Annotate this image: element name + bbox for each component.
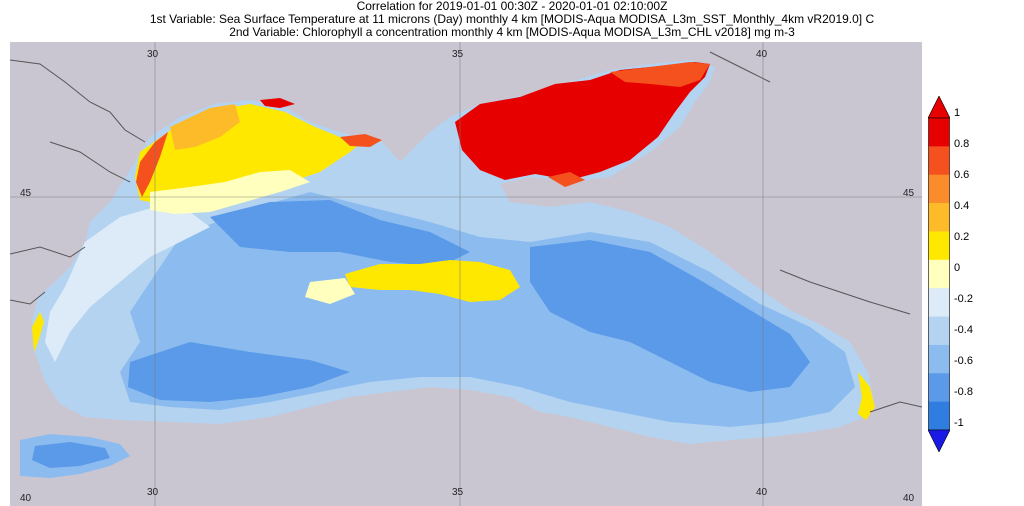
colorbar-label: 0.2 (954, 231, 970, 243)
basin-strong-blue-south (128, 342, 350, 402)
central-pale-patch (305, 278, 355, 304)
lon-tick-bottom-35: 35 (452, 487, 464, 498)
colorbar-segment (928, 344, 950, 374)
colorbar-label: 0.4 (954, 200, 970, 212)
colorbar-segment (928, 231, 950, 261)
central-yellow-patch (345, 260, 520, 302)
colorbar-segment (928, 174, 950, 204)
basin-light-west-band (45, 207, 210, 362)
lon-tick-top-40: 40 (756, 49, 768, 60)
colorbar-label: -0.4 (954, 324, 973, 336)
colorbar-label: -0.6 (954, 355, 973, 367)
title-main: Correlation for 2019-01-01 00:30Z - 2020… (356, 0, 668, 13)
colorbar (928, 96, 950, 452)
colorbar-segment (928, 146, 950, 176)
colorbar-label: 0.6 (954, 169, 970, 181)
colorbar-segment (928, 316, 950, 346)
azov-sea (455, 62, 710, 180)
border-romania (49, 141, 131, 183)
title-variable-1: 1st Variable: Sea Surface Temperature at… (149, 12, 875, 26)
lon-tick-bottom-40: 40 (756, 487, 768, 498)
west-coast-yellow-rim (32, 312, 44, 352)
colorbar-segments (928, 118, 950, 431)
marmara-sea-core (32, 442, 110, 468)
colorbar-label: 0 (954, 262, 961, 274)
basin-strong-blue-east (530, 240, 810, 392)
lat-tick-left-45: 45 (20, 188, 32, 199)
danube-delta-red (260, 98, 295, 108)
map-panel[interactable]: 30 35 40 30 35 40 45 40 45 40 (10, 42, 922, 506)
border-ukraine-moldova (10, 59, 146, 143)
lat-tick-right-45: 45 (903, 188, 915, 199)
colorbar-segment (928, 401, 950, 431)
kerch-strait-orange (548, 172, 585, 187)
colorbar-label: 1 (954, 107, 961, 119)
border-turkey-georgia (869, 401, 922, 413)
nw-shelf-pale (150, 170, 310, 214)
border-georgia (779, 269, 911, 315)
colorbar-over-arrow (928, 96, 950, 119)
colorbar-segment (928, 373, 950, 402)
title-block: Correlation for 2019-01-01 00:30Z - 2020… (0, 0, 1024, 39)
colorbar-label: -1 (954, 417, 964, 429)
colorbar-segment (928, 203, 950, 232)
nw-shelf-orange (170, 104, 240, 150)
colorbar-label: -0.8 (954, 386, 973, 398)
south-coast-yellow-rim (858, 372, 875, 420)
border-bulgaria-turkey (10, 291, 46, 305)
basin-strong-blue-north (210, 200, 470, 267)
country-borders (10, 51, 922, 413)
border-bulgaria-romania (10, 246, 86, 258)
colorbar-segment (928, 259, 950, 289)
lat-tick-right-40: 40 (903, 493, 915, 504)
colorbar-segment (928, 118, 950, 147)
nw-coast-red (136, 132, 168, 197)
lon-tick-top-30: 30 (147, 49, 159, 60)
border-ukraine-russia (709, 51, 771, 83)
title-variable-2: 2nd Variable: Chlorophyll a concentratio… (229, 25, 795, 39)
colorbar-label: -0.2 (954, 293, 973, 305)
lon-tick-top-35: 35 (452, 49, 464, 60)
lon-tick-bottom-30: 30 (147, 487, 159, 498)
lat-tick-left-40: 40 (20, 493, 32, 504)
azov-sea-orange-rim (610, 62, 710, 87)
colorbar-label: 0.8 (954, 138, 970, 150)
colorbar-segment (928, 288, 950, 317)
colorbar-under-arrow (928, 429, 950, 452)
crimea-west-orange (340, 134, 382, 147)
graticule (10, 42, 922, 506)
map-canvas[interactable] (10, 42, 922, 506)
